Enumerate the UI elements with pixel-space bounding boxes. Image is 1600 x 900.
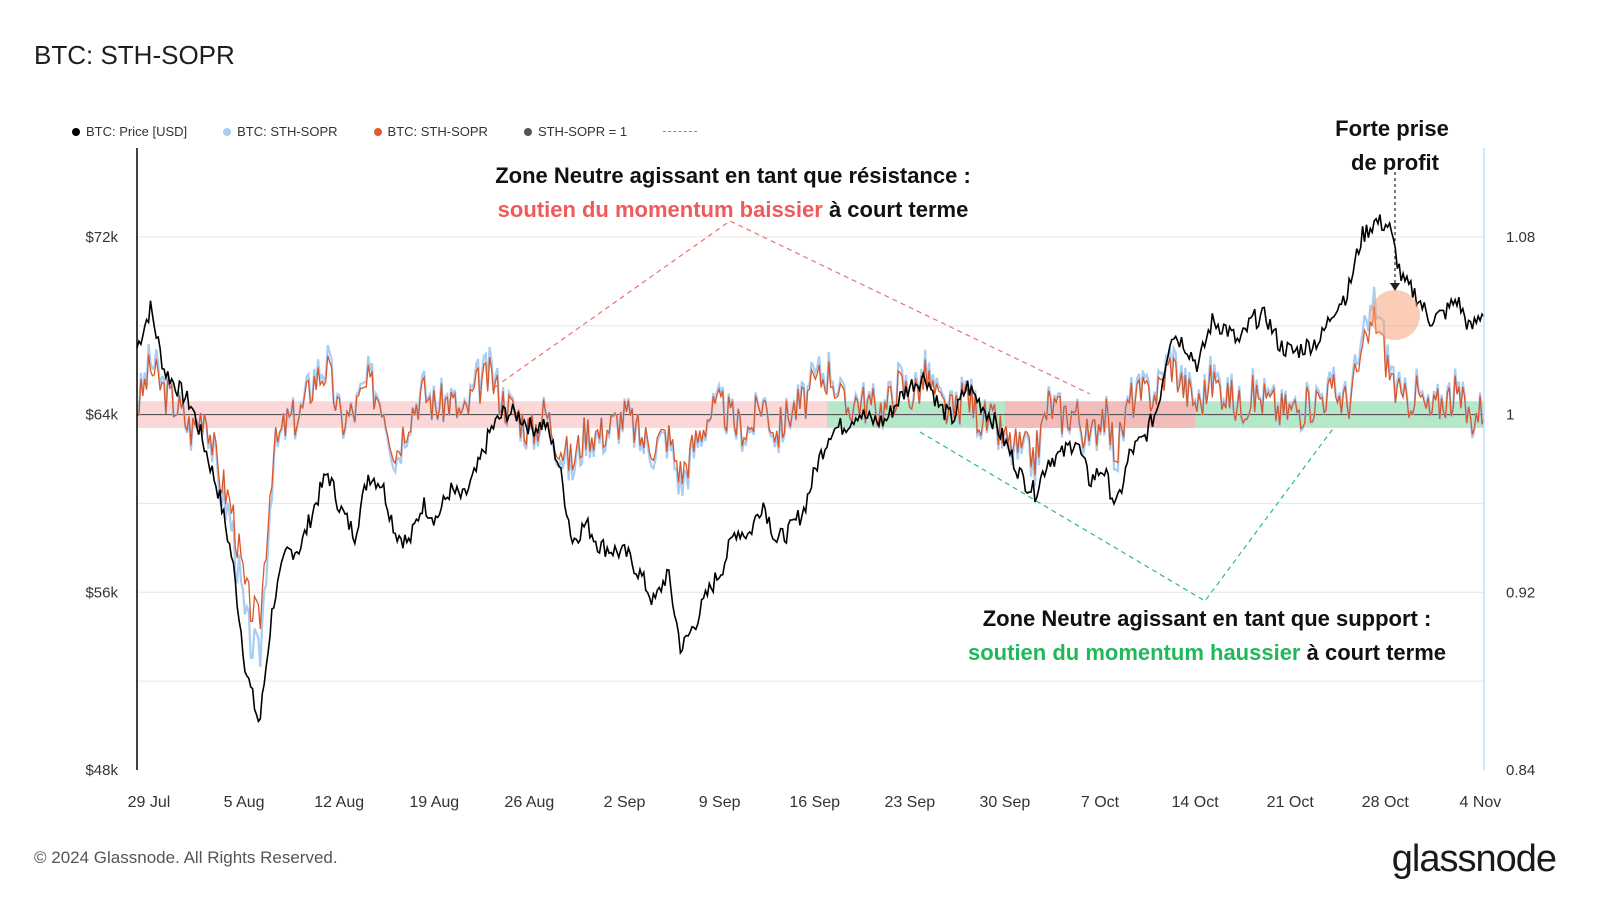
x-tick-label: 9 Sep: [699, 794, 741, 811]
arrow-head-icon: [1390, 283, 1400, 291]
y-left-tick-label: $56k: [85, 584, 118, 601]
legend-dash-icon: [663, 131, 698, 132]
x-tick-label: 16 Sep: [789, 794, 840, 811]
support-tail: à court terme: [1301, 640, 1447, 665]
resistance-highlight: soutien du momentum baissier: [498, 197, 824, 222]
chart-legend: BTC: Price [USD] BTC: STH-SOPR BTC: STH-…: [72, 124, 698, 139]
legend-label: BTC: Price [USD]: [86, 124, 188, 139]
x-tick-label: 29 Jul: [128, 794, 171, 811]
x-tick-label: 23 Sep: [884, 794, 935, 811]
y-right-tick-label: 0.92: [1506, 584, 1535, 601]
legend-item-sopr-one[interactable]: STH-SOPR = 1: [523, 124, 628, 139]
legend-item-sopr-light[interactable]: BTC: STH-SOPR: [223, 124, 338, 139]
sopr-dark-series: [136, 306, 1485, 630]
y-right-tick-label: 1.08: [1506, 229, 1535, 246]
profit-text-line1: Forte prise: [1335, 116, 1449, 141]
legend-item-dashed: [663, 131, 698, 132]
x-tick-label: 5 Aug: [224, 794, 265, 811]
x-tick-label: 2 Sep: [604, 794, 646, 811]
resistance-text-line1: Zone Neutre agissant en tant que résista…: [495, 163, 971, 188]
profit-text-line2: de profit: [1351, 150, 1440, 175]
chart-title: BTC: STH-SOPR: [34, 40, 235, 70]
resistance-text-line2: soutien du momentum baissier à court ter…: [498, 197, 969, 222]
legend-dot-icon: [523, 127, 532, 136]
x-tick-label: 21 Oct: [1267, 794, 1315, 811]
x-tick-label: 7 Oct: [1081, 794, 1120, 811]
legend-label: BTC: STH-SOPR: [237, 124, 338, 139]
legend-dot-icon: [72, 127, 80, 136]
y-right-tick-label: 1: [1506, 407, 1514, 424]
x-tick-label: 4 Nov: [1460, 794, 1502, 811]
x-tick-label: 19 Aug: [409, 794, 459, 811]
resistance-tail: à court terme: [823, 197, 969, 222]
legend-item-sopr-dark[interactable]: BTC: STH-SOPR: [373, 124, 488, 139]
support-text-line2: soutien du momentum haussier à court ter…: [968, 640, 1446, 665]
profit-highlight: [1370, 290, 1420, 340]
legend-dot-icon: [223, 127, 232, 136]
y-left-tick-label: $48k: [85, 762, 118, 779]
x-tick-label: 28 Oct: [1362, 794, 1410, 811]
y-right-tick-label: 0.84: [1506, 762, 1535, 779]
resistance-pointer: [494, 220, 1091, 395]
support-text-line1: Zone Neutre agissant en tant que support…: [983, 606, 1432, 631]
legend-label: STH-SOPR = 1: [537, 124, 628, 139]
y-left-tick-label: $72k: [85, 229, 118, 246]
x-axis: 29 Jul 5 Aug 12 Aug 19 Aug 26 Aug 2 Sep 9 Sep 1…: [128, 794, 1502, 811]
x-tick-label: 12 Aug: [314, 794, 364, 811]
price-series: [136, 214, 1485, 724]
legend-item-price[interactable]: BTC: Price [USD]: [72, 124, 187, 139]
y-left-tick-label: $64k: [85, 407, 118, 424]
legend-dot-icon: [373, 127, 382, 136]
x-tick-label: 30 Sep: [980, 794, 1031, 811]
y-axis-left: $72k $64k $56k $48k: [85, 229, 118, 779]
brand-logo: glassnode: [1391, 838, 1557, 880]
copyright-footer: © 2024 Glassnode. All Rights Reserved.: [34, 848, 338, 867]
support-highlight: soutien du momentum haussier: [968, 640, 1301, 665]
y-axis-right: 1.08 1 0.92 0.84: [1506, 229, 1535, 779]
support-pointer: [919, 425, 1336, 602]
legend-label: BTC: STH-SOPR: [387, 124, 488, 139]
x-tick-label: 14 Oct: [1172, 794, 1220, 811]
x-tick-label: 26 Aug: [504, 794, 554, 811]
